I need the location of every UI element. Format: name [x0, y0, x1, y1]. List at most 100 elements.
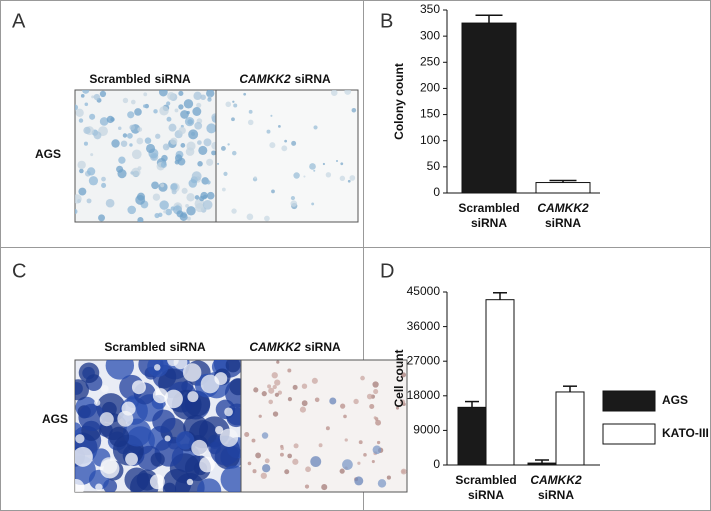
cell — [314, 397, 320, 403]
cell — [174, 154, 183, 162]
cell — [137, 127, 143, 132]
cell — [233, 103, 238, 108]
cell — [176, 210, 184, 218]
y-tick-label: 45000 — [407, 284, 441, 298]
legend-swatch — [602, 423, 656, 445]
cell — [198, 145, 208, 155]
cell — [372, 445, 382, 455]
x-tick-label: Scrambled — [458, 201, 519, 215]
cell — [299, 406, 307, 413]
cell — [152, 388, 168, 404]
y-tick-label: 100 — [420, 133, 440, 147]
cell — [93, 93, 100, 101]
cell — [369, 403, 375, 409]
cell — [313, 169, 316, 172]
cell — [170, 183, 178, 191]
cell — [269, 142, 276, 149]
cell — [99, 118, 106, 126]
cell — [202, 199, 213, 210]
cells — [75, 360, 239, 492]
cell — [101, 182, 107, 188]
x-tick-label: CAMKK2 — [530, 473, 582, 487]
cell — [311, 202, 315, 206]
cell — [277, 390, 283, 395]
cell — [293, 443, 299, 449]
cell — [186, 478, 194, 486]
legend-label: AGS — [662, 393, 688, 407]
cell — [178, 90, 184, 96]
x-tick-label-word: Scrambled — [455, 473, 516, 487]
cell — [160, 183, 165, 188]
cell — [206, 90, 215, 98]
cell — [206, 158, 214, 166]
cell — [208, 441, 221, 455]
cell — [84, 102, 89, 107]
cell — [231, 117, 235, 122]
cell — [206, 191, 215, 200]
cell — [336, 159, 339, 162]
cell — [339, 468, 345, 474]
legend-label: KATO-III — [662, 426, 709, 440]
cell — [268, 399, 274, 405]
cell — [127, 111, 135, 119]
image-caption-word: CAMKK2 — [239, 72, 291, 86]
cell — [206, 180, 211, 185]
bar — [461, 22, 517, 194]
cell — [371, 459, 375, 464]
cell — [197, 140, 202, 145]
cell — [75, 379, 89, 401]
cell — [153, 364, 161, 371]
cell — [357, 461, 361, 465]
cell — [274, 392, 279, 397]
cell — [264, 215, 270, 222]
y-tick-label: 0 — [433, 457, 440, 471]
cell — [122, 97, 129, 104]
cell — [272, 411, 279, 417]
cell — [375, 419, 382, 426]
cell — [144, 137, 152, 144]
cell — [232, 150, 237, 156]
cell — [260, 472, 267, 479]
image-caption-word: Scrambled — [104, 340, 165, 354]
cell — [291, 140, 297, 146]
bar — [485, 299, 515, 466]
cell — [162, 482, 177, 492]
cell — [349, 175, 356, 181]
cell — [174, 108, 179, 113]
cell — [106, 115, 115, 124]
cell — [344, 90, 352, 95]
cell — [232, 100, 235, 103]
cell — [185, 203, 189, 208]
cell — [301, 383, 308, 389]
cell — [279, 452, 284, 457]
cell — [163, 210, 167, 214]
cell — [75, 108, 84, 117]
cell — [77, 160, 86, 170]
cell — [284, 469, 290, 475]
cell — [75, 209, 78, 215]
cell — [339, 175, 346, 182]
cells — [75, 90, 216, 222]
cell — [185, 147, 195, 156]
cell — [171, 189, 177, 195]
cell — [160, 161, 167, 168]
cell — [358, 440, 363, 445]
cell — [105, 198, 115, 208]
cell — [149, 474, 165, 490]
cell — [167, 360, 179, 367]
cell — [126, 132, 133, 139]
cell — [165, 208, 172, 216]
cell — [136, 137, 144, 145]
y-tick-label: 36000 — [407, 319, 441, 333]
cell — [246, 213, 254, 221]
cell — [304, 484, 310, 489]
bar — [535, 182, 591, 194]
cell — [191, 171, 202, 182]
y-tick-label: 350 — [420, 2, 440, 16]
cell — [108, 426, 130, 448]
micrographs — [74, 89, 408, 493]
cell — [400, 399, 406, 405]
cell — [86, 198, 92, 204]
x-tick-label: Scrambled — [455, 473, 516, 487]
